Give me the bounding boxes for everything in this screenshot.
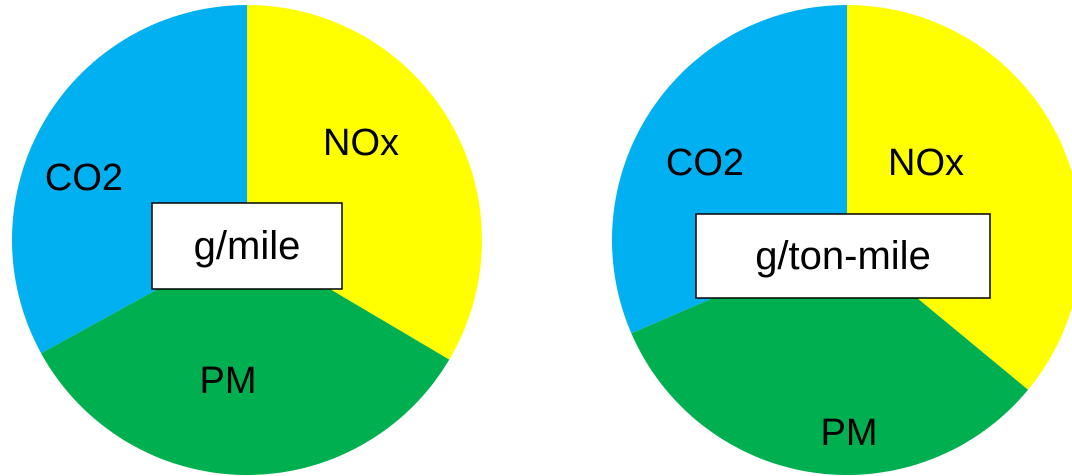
- slice-label-pm: PM: [200, 360, 257, 402]
- slice-label-nox: NOx: [323, 122, 399, 164]
- unit-label-box: [695, 213, 991, 299]
- slice-label-co2: CO2: [45, 157, 123, 199]
- slice-label-nox: NOx: [888, 142, 964, 184]
- unit-label: g/ton-mile: [755, 234, 931, 278]
- unit-label-box: [151, 202, 343, 290]
- pie-slice-nox: [847, 5, 1072, 390]
- slice-label-co2: CO2: [666, 142, 744, 184]
- pie-chart-g-per-ton-mile: NOx PM CO2 g/ton-mile: [612, 5, 1072, 475]
- unit-label: g/mile: [194, 224, 301, 268]
- pie-slice-pm: [41, 240, 450, 475]
- slice-label-pm: PM: [821, 412, 878, 454]
- pie-chart-g-per-mile: NOx PM CO2 g/mile: [12, 5, 482, 475]
